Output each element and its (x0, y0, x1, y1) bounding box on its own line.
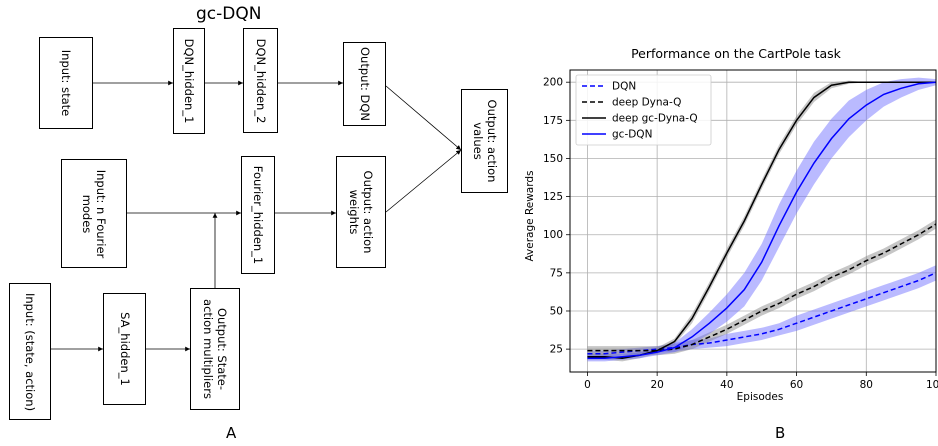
node-output-action-values: Output: action values (461, 89, 508, 193)
y-tick-label: 175 (543, 115, 563, 127)
edge-weights-to-values (385, 149, 462, 213)
x-axis-label: Episodes (737, 391, 784, 403)
legend-label-deep-dyna-q: deep Dyna-Q (612, 97, 681, 109)
panel-label-b: B (775, 424, 786, 442)
edge-dqn-to-values (385, 85, 462, 151)
node-output-action-weights: Output: action weights (336, 156, 386, 268)
performance-chart: Performance on the CartPole task Average… (524, 46, 938, 403)
legend-label-deep-gc-dyna-q: deep gc-Dyna-Q (612, 113, 698, 125)
x-tick-label: 100 (926, 379, 938, 391)
legend-label-gc-dqn: gc-DQN (612, 129, 652, 141)
chart-title: Performance on the CartPole task (631, 46, 842, 61)
y-tick-label: 100 (543, 229, 563, 241)
y-tick-label: 25 (550, 344, 563, 356)
legend-label-dqn: DQN (612, 81, 636, 93)
x-tick-label: 20 (650, 379, 663, 391)
plot-frame (569, 69, 937, 373)
y-tick-label: 75 (550, 267, 563, 279)
node-output-multipliers: Output: State- action multipliers (190, 288, 240, 410)
x-tick-label: 80 (860, 379, 873, 391)
legend-box (575, 74, 712, 146)
node-input-fourier: Input: n Fourier modes (61, 159, 127, 268)
panel-label-a: A (226, 424, 237, 442)
node-output-dqn: Output: DQN (343, 42, 386, 126)
node-sa-hidden-1: SA_hidden_1 (103, 293, 146, 405)
x-tick-label: 0 (584, 379, 591, 391)
x-tick-label: 40 (720, 379, 733, 391)
x-tick-label: 60 (790, 379, 803, 391)
band-dqn (587, 265, 936, 357)
y-axis-label: Average Rewards (524, 170, 536, 261)
y-tick-label: 200 (543, 77, 563, 89)
node-input-state: Input: state (39, 37, 93, 129)
node-dqn-hidden-2: DQN_hidden_2 (243, 28, 278, 133)
diagram-title: gc-DQN (196, 4, 262, 24)
node-input-state-action: Input: (state, action) (9, 283, 51, 420)
y-tick-label: 150 (543, 153, 563, 165)
node-fourier-hidden-1: Fourier_hidden_1 (241, 156, 275, 274)
diagram-connections (51, 80, 462, 352)
series-line-gc-dqn (587, 81, 937, 360)
y-tick-label: 125 (543, 191, 563, 203)
series-line-deep-dyna-q (587, 223, 937, 352)
node-dqn-hidden-1: DQN_hidden_1 (173, 28, 205, 134)
y-tick-label: 50 (550, 305, 563, 317)
